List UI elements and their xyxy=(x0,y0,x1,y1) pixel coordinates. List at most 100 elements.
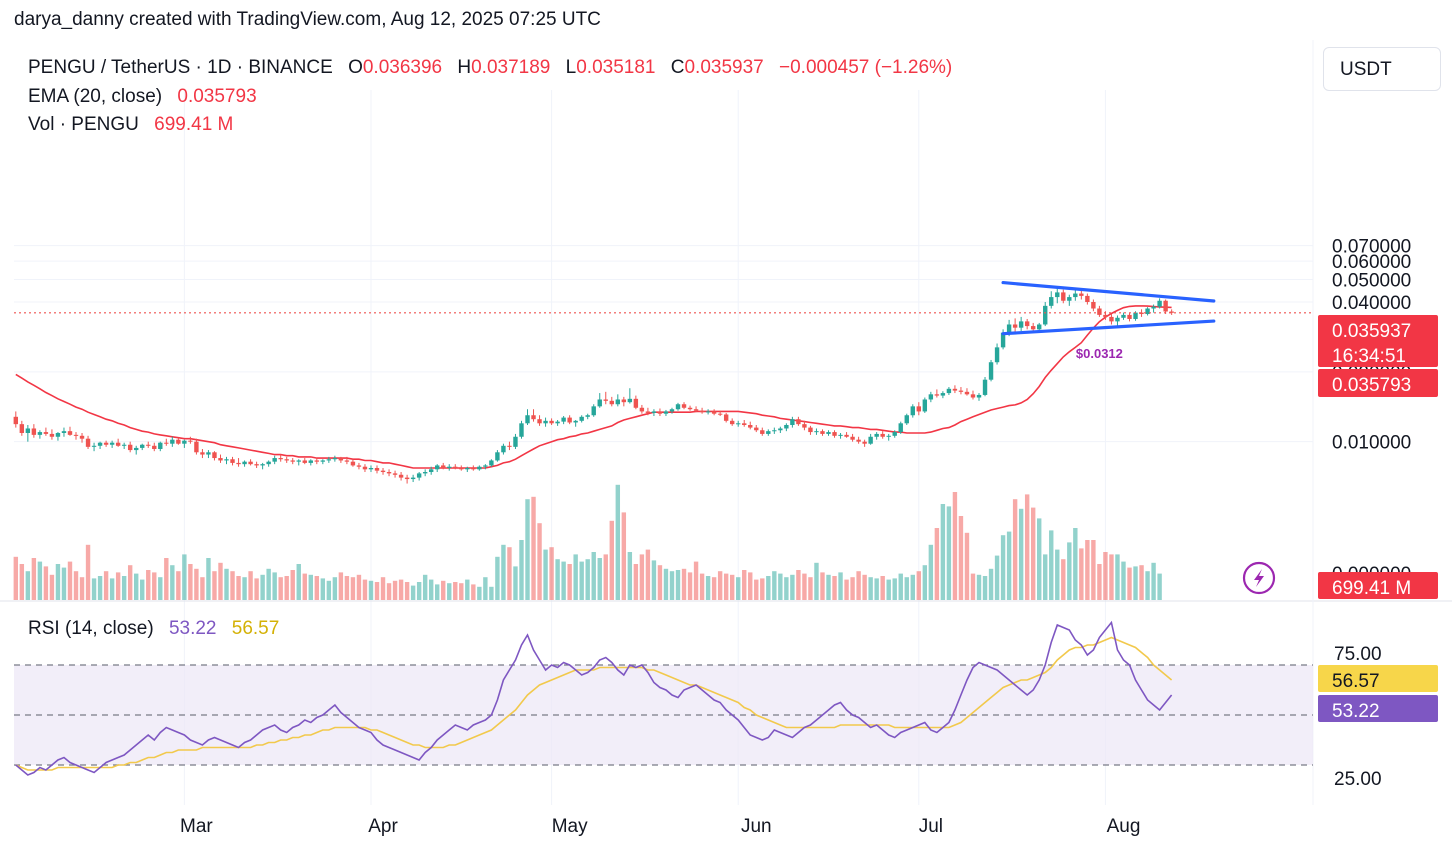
volume-bar xyxy=(49,574,55,600)
ema-line xyxy=(15,305,1172,469)
rsi-axis-label-bg xyxy=(1318,695,1438,722)
candle-body xyxy=(880,433,885,437)
open-label: O xyxy=(348,57,363,78)
volume-bar xyxy=(109,578,115,600)
volume-bar xyxy=(681,568,687,600)
candle-body xyxy=(693,409,699,411)
candle-body xyxy=(820,431,825,434)
volume-bar xyxy=(284,576,289,600)
volume-legend[interactable]: Vol · PENGU 699.41 M xyxy=(28,114,233,136)
candle-body xyxy=(212,452,217,459)
candle-body xyxy=(633,398,639,408)
volume-price-label: 699.41 M xyxy=(1332,578,1411,599)
candle-body xyxy=(796,419,801,425)
candle-body xyxy=(272,458,277,462)
candle-body xyxy=(79,435,85,439)
last-price-label-bg xyxy=(1318,315,1438,367)
candle-body xyxy=(134,447,139,451)
rsi-ma-line xyxy=(15,636,1173,771)
volume-bar xyxy=(1085,540,1090,600)
trendline-lower xyxy=(1001,319,1216,336)
candle-body xyxy=(290,460,295,462)
volume-bar xyxy=(350,577,356,600)
candle-body xyxy=(308,460,313,463)
volume-bar xyxy=(188,564,193,600)
candle-body xyxy=(158,442,163,449)
rsi-label: RSI (14, close) xyxy=(28,618,154,639)
candle-body xyxy=(188,440,193,442)
candle-body xyxy=(862,441,867,444)
candlesticks xyxy=(13,287,1174,484)
volume-bar xyxy=(946,506,952,600)
trendlines[interactable]: $0.0312 xyxy=(1001,280,1216,361)
volume-bar xyxy=(742,570,747,600)
candle-body xyxy=(398,474,404,478)
candle-body xyxy=(97,442,103,446)
candle-body xyxy=(146,444,151,446)
volume-bar xyxy=(736,577,741,600)
currency-selector[interactable]: USDT xyxy=(1323,47,1441,91)
volume-bar xyxy=(1127,567,1132,600)
candle-body xyxy=(1127,314,1132,319)
volume-bar xyxy=(892,578,897,600)
volume-bar xyxy=(441,580,446,600)
candle-body xyxy=(374,468,380,471)
candle-body xyxy=(501,445,506,453)
candle-body xyxy=(826,432,831,434)
volume-bar xyxy=(1067,542,1072,600)
candle-body xyxy=(1043,305,1048,325)
ema-legend[interactable]: EMA (20, close) 0.035793 xyxy=(28,86,257,108)
volume-bar xyxy=(669,571,675,600)
rsi-legend[interactable]: RSI (14, close) 53.22 56.57 xyxy=(28,618,279,640)
candle-body xyxy=(338,458,344,461)
candle-body xyxy=(392,473,398,475)
candle-body xyxy=(260,464,265,466)
candle-body xyxy=(121,444,127,446)
price-tick: 0.040000 xyxy=(1332,293,1411,314)
candle-body xyxy=(868,436,873,444)
volume-bar xyxy=(778,573,783,600)
volume-bar xyxy=(796,570,801,600)
volume-bar xyxy=(1043,554,1048,600)
volume-bar xyxy=(657,565,663,600)
volume-bar xyxy=(543,549,548,600)
volume-bar xyxy=(489,586,494,600)
candle-body xyxy=(43,432,49,434)
volume-bar xyxy=(868,577,873,600)
symbol-title: PENGU / TetherUS · 1D · BINANCE xyxy=(28,57,333,78)
volume-bar xyxy=(266,568,271,600)
volume-bar xyxy=(627,552,633,600)
volume-bar xyxy=(164,558,169,600)
trendline-upper xyxy=(1001,280,1216,303)
candle-body xyxy=(1012,324,1018,328)
candle-body xyxy=(224,459,229,461)
candle-body xyxy=(1000,332,1006,348)
volume-bar xyxy=(194,568,199,600)
candle-body xyxy=(320,460,326,462)
volume-bar xyxy=(344,576,350,600)
rsi-tick: 25.00 xyxy=(1334,769,1382,790)
volume-bar xyxy=(332,577,338,600)
volume-bar xyxy=(922,565,928,600)
volume-bar xyxy=(386,583,392,600)
volume-bar xyxy=(585,559,590,600)
volume-bar xyxy=(717,571,723,600)
high-value: 0.037189 xyxy=(471,57,551,78)
candle-body xyxy=(928,394,934,400)
rsi-axis-label: 53.22 xyxy=(1332,701,1380,722)
time-tick: Mar xyxy=(180,816,213,837)
volume-bar xyxy=(507,547,512,600)
volume-bar xyxy=(326,580,332,600)
volume-bar xyxy=(1073,528,1078,600)
rsi-lines xyxy=(15,620,1173,776)
volume-bar xyxy=(13,556,19,600)
volume-bar xyxy=(603,554,608,600)
candle-body xyxy=(170,439,175,444)
symbol-legend[interactable]: PENGU / TetherUS · 1D · BINANCE O0.03639… xyxy=(28,57,952,79)
rsi-ma-axis-label: 56.57 xyxy=(1332,671,1380,692)
volume-bar xyxy=(1145,571,1150,600)
volume-bar xyxy=(537,523,542,600)
volume-bar xyxy=(31,558,37,600)
volume-bar xyxy=(206,558,211,600)
